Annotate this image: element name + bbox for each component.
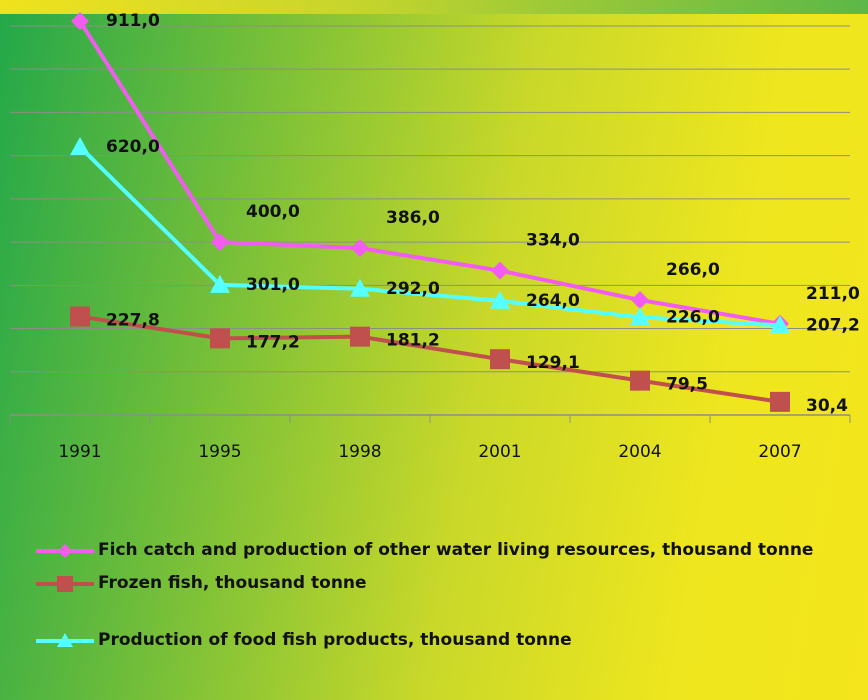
value-label: 301,0 [246,275,300,295]
value-label: 30,4 [806,396,848,416]
value-label: 79,5 [666,375,708,395]
legend-entry: Frozen fish, thousand tonne [34,569,834,598]
legend-entry: Production of food fish products, thousa… [34,626,834,655]
marker [630,371,650,391]
value-label: 620,0 [106,137,160,157]
value-label: 266,0 [666,260,720,280]
page: 1991 1995 1998 2001 2004 2007 911,0 400,0 386,0 3… [0,0,868,700]
legend-label: Production of food fish products, thousa… [98,626,572,655]
x-tick-label: 2004 [618,442,661,462]
value-label: 264,0 [526,291,580,311]
marker [70,307,90,327]
value-label: 292,0 [386,279,440,299]
value-label: 177,2 [246,332,300,352]
x-tick-label: 1995 [198,442,241,462]
legend-marker [58,544,72,558]
marker [210,328,230,348]
marker [631,291,649,309]
x-tick-label: 2007 [758,442,801,462]
legend-label: Frozen fish, thousand tonne [98,569,367,598]
marker [491,262,509,280]
marker [350,327,370,347]
value-label: 227,8 [106,311,160,331]
x-tick-label: 1991 [58,442,101,462]
legend-swatch [34,536,98,565]
value-label: 400,0 [246,202,300,222]
value-label: 911,0 [106,11,160,31]
chart: 1991 1995 1998 2001 2004 2007 911,0 400,0 386,0 3… [0,0,868,520]
marker [70,137,90,155]
value-label: 226,0 [666,307,720,327]
legend-label: Fich catch and production of other water… [98,536,813,565]
x-tick-label: 2001 [478,442,521,462]
value-label: 211,0 [806,284,860,304]
value-label: 386,0 [386,208,440,228]
x-tick-label: 1998 [338,442,381,462]
value-label: 207,2 [806,315,860,335]
legend-marker [57,576,73,592]
marker [770,392,790,412]
legend-entry: Fich catch and production of other water… [34,536,834,565]
marker [490,349,510,369]
legend-swatch [34,569,98,598]
legend: Fich catch and production of other water… [34,536,834,655]
value-label: 181,2 [386,331,440,351]
value-label: 334,0 [526,231,580,251]
legend-swatch [34,626,98,655]
value-label: 129,1 [526,353,580,373]
